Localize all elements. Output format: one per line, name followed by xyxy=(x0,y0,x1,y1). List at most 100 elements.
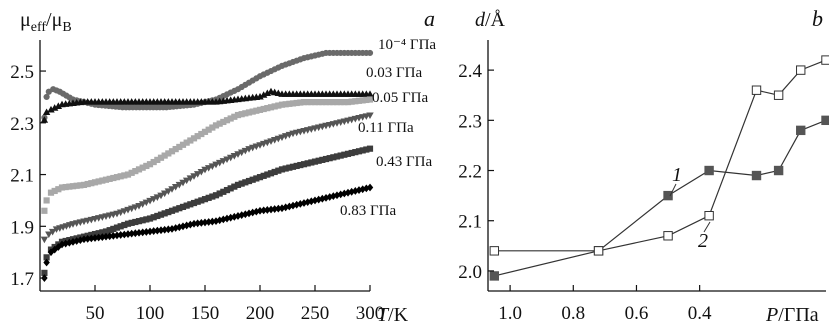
data-point xyxy=(267,138,275,145)
data-point xyxy=(292,129,301,137)
series-1 xyxy=(41,49,374,121)
panel-a-y-axis-label: μeff/μB xyxy=(20,9,72,35)
data-point xyxy=(204,165,213,172)
data-point xyxy=(281,133,290,140)
data-point xyxy=(127,205,136,213)
data-point xyxy=(146,197,154,205)
x-tick-label: 50 xyxy=(86,303,105,324)
y-tick-label: 2.2 xyxy=(458,162,482,183)
data-point xyxy=(48,228,57,236)
data-point xyxy=(175,181,184,189)
curve-2 xyxy=(489,55,829,256)
x-tick-label: 300 xyxy=(356,303,385,324)
series-label: 0.83 ГПа xyxy=(340,203,397,219)
data-point xyxy=(124,206,132,214)
data-point xyxy=(193,171,202,178)
data-point xyxy=(219,158,228,165)
panel-b-curve-labels: 12 xyxy=(669,164,711,252)
data-point xyxy=(98,214,107,221)
data-point xyxy=(366,96,374,103)
x-tick-label: 150 xyxy=(191,303,220,324)
data-point xyxy=(704,165,714,176)
data-point xyxy=(83,217,92,225)
y-tick-label: 2.1 xyxy=(10,166,34,187)
data-point xyxy=(80,218,88,226)
data-point xyxy=(40,236,49,244)
data-point xyxy=(76,219,85,227)
data-point xyxy=(322,122,330,130)
data-point xyxy=(274,135,283,143)
panel-a-x-axis-label: T/K xyxy=(377,304,409,326)
data-point xyxy=(751,85,762,95)
data-point xyxy=(252,143,261,151)
y-tick-label: 1.7 xyxy=(10,269,34,290)
data-point xyxy=(179,179,187,187)
data-point xyxy=(296,128,305,136)
data-point xyxy=(336,119,345,126)
data-point xyxy=(663,190,673,201)
data-point xyxy=(138,201,147,208)
data-point xyxy=(208,163,217,170)
data-point xyxy=(285,131,294,139)
data-point xyxy=(270,137,279,144)
data-point xyxy=(69,221,77,228)
panel-a-letter: a xyxy=(424,6,435,31)
y-tick-label: 2.0 xyxy=(458,262,482,283)
curve-line xyxy=(494,59,827,252)
data-point xyxy=(329,121,338,128)
data-point xyxy=(43,197,50,204)
data-point xyxy=(41,207,48,214)
data-point xyxy=(223,156,231,164)
data-point xyxy=(234,151,242,158)
data-point xyxy=(201,166,209,174)
x-tick-label: 0.4 xyxy=(688,303,712,324)
data-point xyxy=(45,231,53,239)
data-point xyxy=(314,124,323,132)
data-point xyxy=(751,170,762,181)
data-point xyxy=(351,115,360,123)
x-tick-label: 0.8 xyxy=(561,303,585,324)
data-point xyxy=(773,165,784,176)
curve-label-2: 2 xyxy=(698,230,708,252)
curve-label-2-leader xyxy=(703,221,711,233)
x-tick-label: 100 xyxy=(136,303,165,324)
y-tick-label: 2.5 xyxy=(10,62,34,83)
series-4 xyxy=(40,112,374,244)
data-point xyxy=(120,208,129,215)
data-point xyxy=(186,175,195,183)
data-point xyxy=(821,115,829,126)
series-label: 0.11 ГПа xyxy=(358,120,414,136)
series-3 xyxy=(41,96,374,214)
data-point xyxy=(267,87,275,95)
data-point xyxy=(259,140,268,148)
x-tick-label: 200 xyxy=(246,303,275,324)
data-point xyxy=(105,212,114,220)
data-point xyxy=(230,153,239,160)
panel-a-plot-area xyxy=(40,49,374,282)
data-point xyxy=(821,55,829,65)
series-2 xyxy=(40,87,374,123)
data-point xyxy=(358,114,367,121)
data-point xyxy=(212,161,220,169)
series-label: 10⁻⁴ ГПа xyxy=(378,37,436,53)
data-point xyxy=(704,211,714,221)
data-point xyxy=(355,115,363,122)
data-point xyxy=(241,147,250,155)
data-point xyxy=(153,194,162,201)
panel-a-series-labels: 10⁻⁴ ГПа 0.03 ГПа 0.05 ГПа 0.11 ГПа 0.43 ГПа… xyxy=(340,37,436,219)
curve-label-1-leader xyxy=(669,183,677,197)
y-tick-label: 2.1 xyxy=(458,212,482,233)
data-point xyxy=(333,120,341,127)
data-point xyxy=(190,173,198,180)
data-point xyxy=(116,209,125,217)
data-point xyxy=(45,88,52,95)
panel-b-y-ticks: 2.0 2.1 2.2 2.3 2.4 xyxy=(458,61,494,283)
data-point xyxy=(142,199,151,207)
data-point xyxy=(796,125,806,136)
data-point xyxy=(278,134,286,142)
data-point xyxy=(274,89,283,97)
data-point xyxy=(366,112,374,120)
data-point xyxy=(344,117,352,125)
data-point xyxy=(263,139,272,147)
